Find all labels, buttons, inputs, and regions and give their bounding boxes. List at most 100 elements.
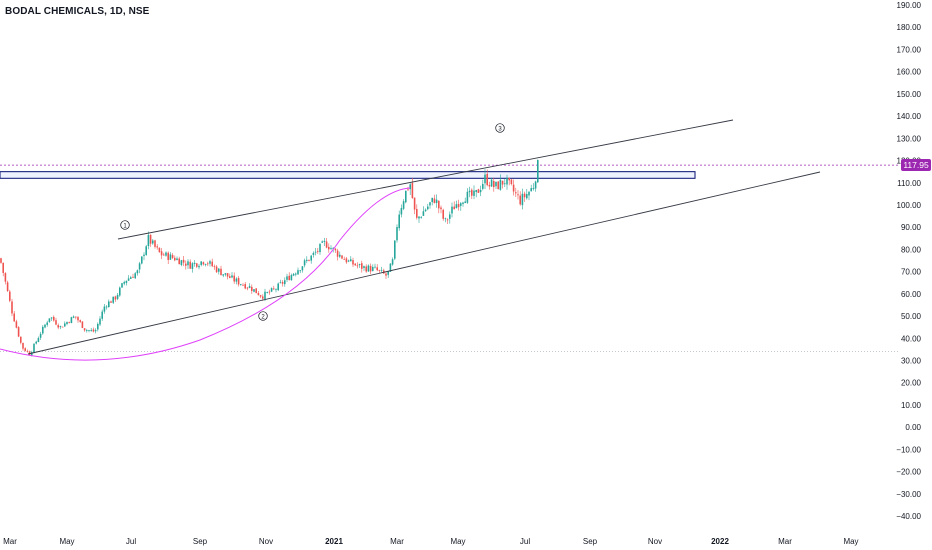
candle-body [174,257,176,261]
candle-body [394,240,396,259]
candle-body [312,252,315,255]
candle-body [259,295,262,297]
horizontal-lines[interactable] [0,164,900,352]
candle-body [79,320,81,322]
time-tick-label: Jul [126,537,136,546]
lower-channel-line [27,171,821,355]
wave-label-circle [495,123,505,133]
candle-body [231,275,233,278]
candle-body [347,260,350,262]
candle-body [103,306,106,312]
candle-body [240,284,242,285]
candle-body [427,206,429,210]
candle-body [387,271,389,275]
candle-body [433,198,436,203]
wave-label-3: 3 [495,123,505,133]
candle-body [75,316,77,318]
candle-body [471,189,473,196]
candle-body [442,209,444,219]
candle-body [90,330,92,331]
candle-body [352,260,354,265]
candle-body [466,191,469,203]
candle-body [88,330,90,331]
candle-body [295,273,297,275]
candle-body [301,266,304,271]
price-axis[interactable]: 190.00 180.00 170.00 160.00 150.00 140.00 130.… [896,1,921,521]
candle-body [213,266,216,268]
candle-body [132,276,134,278]
candle-body [460,203,462,206]
candle-body [495,181,497,187]
candle-body [121,283,123,288]
candle-body [66,322,68,325]
candle-body [125,280,128,283]
candle-body [61,326,64,328]
candle-body [356,265,359,267]
candle-body [435,199,438,203]
candle-body [453,206,455,210]
candle-body [275,289,277,291]
price-tick-label: 70.00 [901,268,922,277]
candle-body [46,322,48,325]
candle-body [59,326,62,328]
candle-body [526,194,528,199]
candle-body [6,282,9,292]
candle-body [180,260,183,265]
candle-body [248,286,251,288]
candle-body [9,291,11,301]
candle-body [114,296,117,300]
candle-body [325,241,328,248]
candle-body [163,254,165,256]
candle-body [235,278,238,282]
price-tick-label: −20.00 [896,468,921,477]
candle-body [200,261,202,265]
candle-body [420,216,422,218]
candle-body [187,261,189,266]
candle-body [176,258,178,261]
time-axis[interactable]: Mar May Jul Sep Nov 2021 Mar May Jul Sep Nov 2022 Ma… [3,537,858,546]
candle-body [209,261,211,264]
candle-body [110,301,112,303]
candle-body [532,188,535,190]
price-tick-label: 110.00 [897,179,921,188]
candle-body [380,269,383,271]
candle-body [273,288,275,290]
candle-body [504,183,506,185]
wave-label-1: 1 [120,220,130,230]
price-tick-label: 160.00 [897,68,922,77]
candle-body [334,248,337,251]
candle-body [229,276,231,278]
candle-body [468,190,471,193]
trendlines[interactable] [27,119,821,355]
time-tick-label: 2022 [711,537,729,546]
candle-body [479,189,482,193]
candle-body [400,208,403,215]
candle-body [196,263,198,267]
candle-body [242,284,244,286]
candle-body [422,211,425,216]
candle-body [204,264,207,265]
candle-body [178,258,180,265]
candle-body [105,306,108,308]
symbol-title[interactable]: BODAL CHEMICALS, 1D, NSE [5,6,150,17]
price-tick-label: 40.00 [901,334,922,343]
candle-body [512,184,515,192]
resistance-zone[interactable] [0,171,696,179]
candle-body [482,183,484,189]
price-tick-label: 0.00 [905,423,921,432]
annotation-markers[interactable]: 1 2 3 [120,123,505,321]
candle-body [92,329,95,332]
wave-label-circle [120,220,130,230]
wave-label-2: 2 [258,311,268,321]
candle-body [22,342,24,349]
candle-body [233,275,235,282]
candle-body [24,348,26,351]
candle-body [255,288,257,294]
candle-body [374,266,376,268]
candle-body [464,201,466,204]
candle-body [385,273,387,276]
candle-body [310,255,312,261]
arc-drawing[interactable] [0,187,411,361]
candle-body [152,240,154,244]
